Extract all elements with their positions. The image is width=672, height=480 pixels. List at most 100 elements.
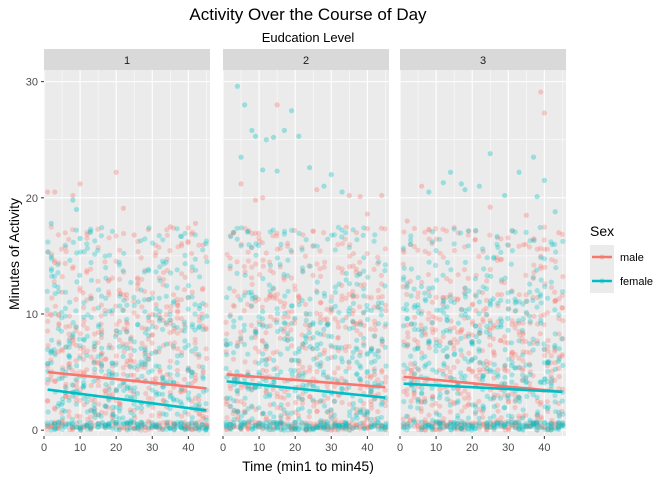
data-point-female — [354, 424, 360, 431]
data-point-male — [353, 321, 359, 327]
data-point-male — [95, 378, 101, 384]
data-point-female — [441, 360, 447, 367]
data-point-female — [324, 427, 330, 433]
data-point-female — [369, 346, 375, 352]
data-point-male — [480, 319, 486, 325]
data-point-female — [324, 420, 330, 426]
data-point-female — [332, 289, 339, 295]
data-point-female — [242, 410, 248, 416]
data-point-male — [264, 424, 270, 430]
data-point-male — [433, 294, 439, 300]
data-point-female — [365, 409, 371, 415]
data-point-female — [274, 372, 281, 378]
x-tick-label: 20 — [110, 442, 122, 454]
data-point-male — [69, 265, 76, 271]
data-point-female — [328, 423, 334, 430]
data-point-female — [542, 284, 548, 290]
data-point-male — [415, 290, 421, 296]
data-point-male — [52, 378, 58, 384]
data-point-female — [487, 368, 493, 375]
data-point-male — [408, 361, 414, 367]
data-point-female — [375, 415, 381, 422]
data-point-female — [296, 349, 302, 355]
data-point-male — [462, 404, 468, 410]
data-point-male — [200, 413, 206, 419]
data-point-female — [498, 316, 504, 322]
data-point-female — [234, 369, 240, 375]
data-point-male — [227, 255, 233, 261]
data-point-female — [160, 376, 166, 382]
data-point-female — [426, 338, 432, 344]
data-point-female — [350, 416, 356, 422]
data-point-female — [422, 290, 428, 296]
data-point-male — [324, 306, 330, 312]
data-point-male — [382, 246, 388, 252]
data-point-female — [538, 379, 544, 385]
data-point-male — [241, 308, 247, 314]
data-point-male — [156, 426, 162, 432]
x-tick-label: 20 — [289, 442, 301, 454]
data-point-male — [185, 225, 191, 231]
data-point-male — [473, 272, 479, 278]
data-point-male — [106, 292, 112, 298]
data-point-male — [253, 331, 259, 337]
data-point-male — [448, 419, 454, 425]
data-point-male — [491, 427, 497, 433]
data-point-male — [175, 308, 181, 314]
data-point-male — [256, 422, 262, 429]
data-point-female — [296, 416, 302, 422]
data-point-male — [245, 423, 251, 429]
data-point-male — [267, 314, 273, 320]
data-point-male — [44, 423, 50, 429]
data-point-male — [284, 333, 290, 339]
data-point-male — [466, 395, 472, 401]
data-point-male — [178, 316, 185, 322]
data-point-male — [339, 422, 345, 428]
data-point-male — [444, 365, 450, 371]
data-point-female — [227, 403, 234, 409]
data-point-male — [304, 312, 310, 318]
data-point-female — [174, 267, 180, 273]
data-point-female — [264, 324, 270, 330]
data-point-female — [135, 422, 141, 429]
data-point-male — [375, 423, 381, 429]
data-point-male — [462, 315, 468, 321]
data-point-female — [249, 403, 255, 409]
data-point-female — [102, 403, 108, 409]
data-point-male — [459, 326, 465, 333]
data-point-female — [245, 229, 251, 235]
data-point-female — [77, 425, 83, 431]
data-point-male — [483, 305, 489, 311]
data-point-male — [365, 423, 371, 429]
data-point-female — [429, 319, 435, 325]
data-point-male — [299, 420, 305, 427]
data-point-female — [552, 399, 558, 405]
outlier-point-male — [70, 192, 76, 199]
data-point-male — [238, 422, 244, 429]
data-point-male — [256, 238, 263, 244]
data-point-female — [77, 272, 83, 278]
data-point-female — [285, 427, 291, 433]
data-point-male — [105, 405, 111, 411]
data-point-male — [310, 346, 316, 352]
data-point-female — [332, 354, 338, 360]
data-point-male — [379, 367, 385, 374]
data-point-male — [293, 419, 299, 426]
data-point-male — [149, 396, 155, 402]
data-point-female — [447, 340, 453, 346]
data-point-male — [203, 414, 209, 420]
data-point-female — [238, 297, 244, 303]
data-point-female — [223, 419, 229, 425]
data-point-female — [552, 307, 558, 313]
data-point-male — [59, 419, 65, 425]
data-point-male — [117, 291, 123, 297]
data-point-female — [365, 368, 371, 374]
data-point-female — [415, 397, 421, 403]
data-point-male — [95, 360, 102, 366]
data-point-female — [336, 424, 342, 430]
data-point-female — [314, 361, 320, 367]
data-point-male — [77, 397, 83, 403]
data-point-female — [313, 423, 320, 429]
data-point-male — [113, 353, 119, 359]
data-point-female — [138, 419, 144, 425]
